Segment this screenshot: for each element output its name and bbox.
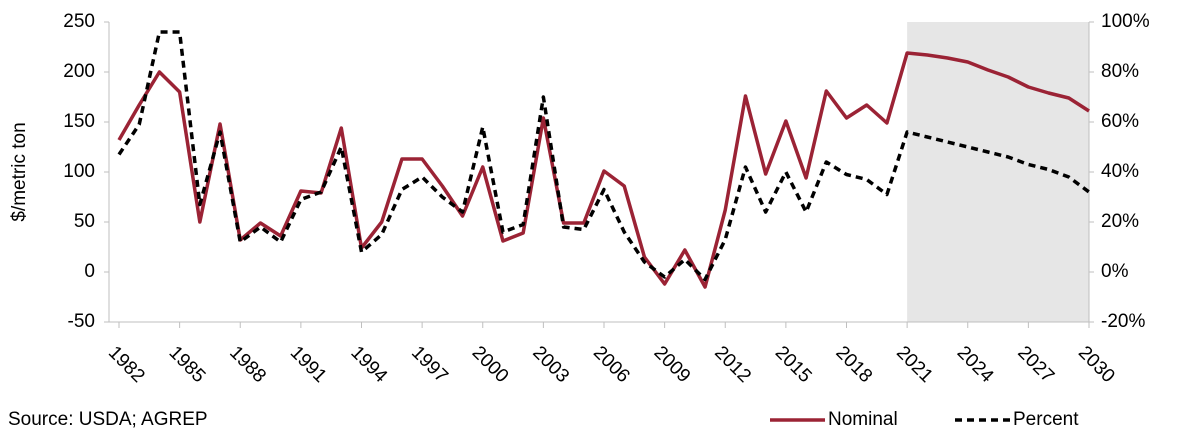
y-tick-label: 50 xyxy=(74,211,95,232)
source: Source: USDA; AGREP xyxy=(8,409,208,430)
x-tick-label: 2030 xyxy=(1074,342,1119,387)
x-tick-label: 2015 xyxy=(771,342,816,387)
y2-tick-label: 0% xyxy=(1101,261,1129,282)
legend-label: Nominal xyxy=(828,409,898,430)
series-line xyxy=(117,30,1091,282)
x-tick-label: 1997 xyxy=(407,342,452,387)
x-tick-label: 2009 xyxy=(650,342,695,387)
x-tick-label: 1985 xyxy=(165,342,210,387)
x-tick-label: 1988 xyxy=(225,342,270,387)
x-tick-label: 1982 xyxy=(104,342,149,387)
y2-tick-label: 20% xyxy=(1101,211,1139,232)
x-tick-label: 2027 xyxy=(1013,342,1058,387)
y2-tick-label: -20% xyxy=(1101,311,1145,332)
x-tick-label: 1994 xyxy=(346,342,391,387)
y-tick-label: 200 xyxy=(63,61,95,82)
x-tick-label: 2006 xyxy=(589,342,634,387)
y-tick-label: 100 xyxy=(63,161,95,182)
legend-label: Percent xyxy=(1013,409,1079,430)
x-tick-label: 2018 xyxy=(831,342,876,387)
series-line xyxy=(117,51,1090,289)
y2-tick-label: 60% xyxy=(1101,111,1139,132)
y2-tick-label: 40% xyxy=(1101,161,1139,182)
x-tick-label: 2000 xyxy=(468,342,513,387)
x-tick-label: 1991 xyxy=(286,342,331,387)
x-tick-label: 2021 xyxy=(892,342,937,387)
y-axis-label: $/metric ton xyxy=(9,122,30,221)
y-tick-label: -50 xyxy=(68,311,95,332)
y2-tick-label: 100% xyxy=(1101,11,1150,32)
x-tick-label: 2024 xyxy=(953,342,998,387)
forecast-shade xyxy=(907,22,1089,322)
y-tick-label: 250 xyxy=(63,11,95,32)
y-tick-label: 150 xyxy=(63,111,95,132)
y-tick-label: 0 xyxy=(84,261,95,282)
y2-tick-label: 80% xyxy=(1101,61,1139,82)
x-tick-label: 2003 xyxy=(528,342,573,387)
x-tick-label: 2012 xyxy=(710,342,755,387)
